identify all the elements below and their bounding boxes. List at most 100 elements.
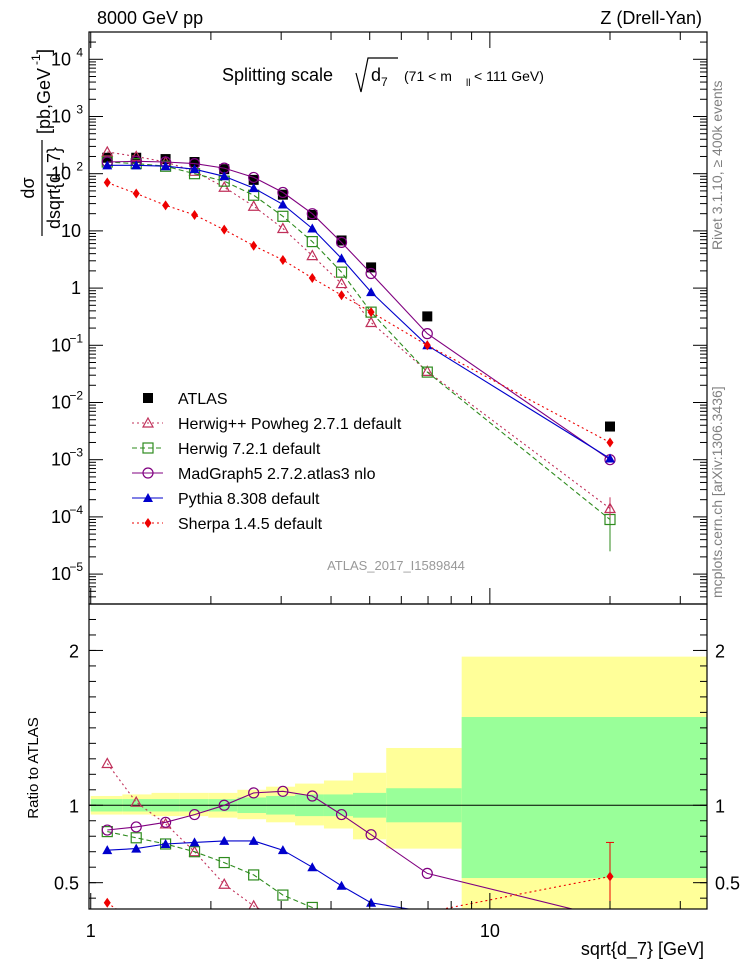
ratio-point-pythia — [102, 845, 113, 855]
data-point-sherpa — [132, 188, 140, 199]
data-point-pythia — [131, 160, 142, 170]
ratio-point-pythia — [219, 835, 230, 845]
y-tick-exponent: −2 — [69, 388, 83, 402]
analysis-watermark: ATLAS_2017_I1589844 — [327, 558, 465, 573]
legend-label-atlas: ATLAS — [178, 391, 228, 408]
y-tick-exponent: −4 — [69, 503, 83, 517]
legend: ATLAS Herwig++ Powheg 2.7.1 default Herwig… — [132, 391, 402, 533]
data-point-atlas — [422, 311, 433, 322]
ratio-point-pythia — [277, 845, 288, 855]
legend-label-pythia: Pythia 8.308 default — [178, 491, 320, 508]
ratio-point-herwig7 — [306, 901, 318, 909]
legend-label-madgraph: MadGraph5 2.7.2.atlas3 nlo — [178, 466, 376, 483]
data-point-atlas — [189, 157, 200, 168]
ratio-point-herwig7 — [248, 869, 260, 881]
main-y-label: dσ dsqrt{d_7} [pb,GeV -1 ] — [18, 49, 65, 236]
ratio-point-herwigpp — [218, 877, 231, 889]
legend-marker-herwigpp — [141, 416, 155, 428]
data-point-sherpa — [279, 254, 287, 265]
data-point-pythia — [248, 183, 259, 193]
ratio-point-pythia — [189, 837, 200, 847]
data-point-herwigpp — [335, 277, 348, 289]
ratio-point-herwig7 — [218, 856, 230, 869]
plot-title: Splitting scale — [222, 65, 333, 85]
sqrt-symbol — [355, 57, 398, 93]
data-point-pythia — [160, 161, 171, 171]
data-point-sherpa — [250, 240, 258, 251]
data-point-atlas — [277, 189, 288, 200]
ratio-point-pythia — [248, 835, 259, 845]
ratio-point-herwigpp — [188, 845, 201, 857]
data-point-herwig7 — [335, 266, 348, 278]
ratio-point-herwigpp — [101, 757, 114, 769]
y-label-numerator: dσ — [18, 177, 38, 198]
series-line-herwig7 — [107, 161, 611, 520]
rivet-label: Rivet 3.1.10, ≥ 400k events — [709, 80, 725, 250]
ratio-point-madgraph — [421, 867, 433, 879]
data-point-atlas — [219, 164, 230, 175]
y-label-units: [pb,GeV — [34, 68, 54, 134]
data-point-sherpa — [308, 273, 316, 284]
energy-label: 8000 GeV pp — [97, 8, 203, 28]
data-point-madgraph — [335, 236, 348, 248]
y-tick-label: 1 — [71, 278, 81, 298]
legend-marker-herwig7 — [142, 442, 154, 454]
data-point-herwig7 — [277, 210, 289, 222]
y-tick-label: 10 — [51, 106, 71, 126]
y-tick-exponent: 4 — [76, 45, 83, 59]
y-tick-label: 10 — [51, 164, 71, 184]
data-point-herwigpp — [101, 145, 114, 157]
legend-marker-pythia — [143, 493, 153, 502]
y-tick-exponent: −5 — [69, 560, 83, 574]
data-point-sherpa — [162, 200, 170, 211]
data-point-herwig7 — [306, 235, 318, 248]
y-label-units-end: ] — [34, 49, 54, 54]
ratio-point-herwig7 — [130, 832, 142, 844]
ratio-point-herwig7 — [277, 889, 289, 901]
ratio-point-madgraph — [335, 808, 348, 821]
ratio-line-pythia — [107, 840, 412, 909]
data-point-pythia — [189, 164, 200, 174]
y-tick-label: 10 — [51, 450, 71, 470]
ratio-point-pythia — [307, 862, 318, 872]
series-layer — [101, 145, 617, 909]
ratio-point-herwigpp — [248, 899, 259, 909]
title-cut-end: < 111 GeV) — [474, 68, 544, 84]
series-line-sherpa — [107, 182, 611, 443]
data-point-atlas — [102, 152, 113, 163]
process-label: Z (Drell-Yan) — [600, 8, 702, 28]
y-label-units-exp: -1 — [29, 54, 43, 65]
ratio-tick-label-right: 1 — [715, 796, 725, 816]
ratio-point-madgraph — [218, 799, 230, 811]
legend-marker-atlas — [143, 393, 153, 403]
y-tick-label: 10 — [61, 221, 81, 241]
ratio-point-pythia — [160, 838, 171, 848]
data-point-madgraph — [365, 267, 377, 280]
title-cut: (71 < m — [404, 68, 452, 84]
title-variable-sub: 7 — [381, 75, 388, 89]
ratio-point-pythia — [336, 880, 347, 890]
series-line-herwigpp — [107, 151, 611, 509]
data-point-pythia — [102, 160, 113, 170]
ratio-point-madgraph — [101, 824, 113, 836]
data-point-pythia — [277, 199, 288, 209]
data-point-pythia — [366, 287, 377, 297]
mcplots-label: mcplots.cern.ch [arXiv:1306.3436] — [709, 386, 725, 598]
y-tick-label: 10 — [51, 392, 71, 412]
y-tick-exponent: −1 — [69, 331, 83, 345]
data-point-pythia — [307, 223, 318, 233]
x-tick-label: 1 — [86, 921, 96, 941]
x-tick-label: 10 — [480, 921, 500, 941]
ratio-point-herwigpp — [130, 795, 143, 807]
data-point-sherpa — [220, 224, 228, 235]
y-tick-exponent: −3 — [69, 446, 83, 460]
data-point-atlas — [336, 235, 347, 246]
legend-marker-sherpa — [144, 518, 152, 528]
y-tick-label: 10 — [51, 564, 71, 584]
ratio-tick-label-right: 0.5 — [715, 874, 740, 894]
ratio-y-label: Ratio to ATLAS — [25, 717, 42, 818]
y-tick-label: 10 — [51, 49, 71, 69]
data-point-herwigpp — [247, 199, 260, 211]
data-point-sherpa — [103, 177, 111, 188]
